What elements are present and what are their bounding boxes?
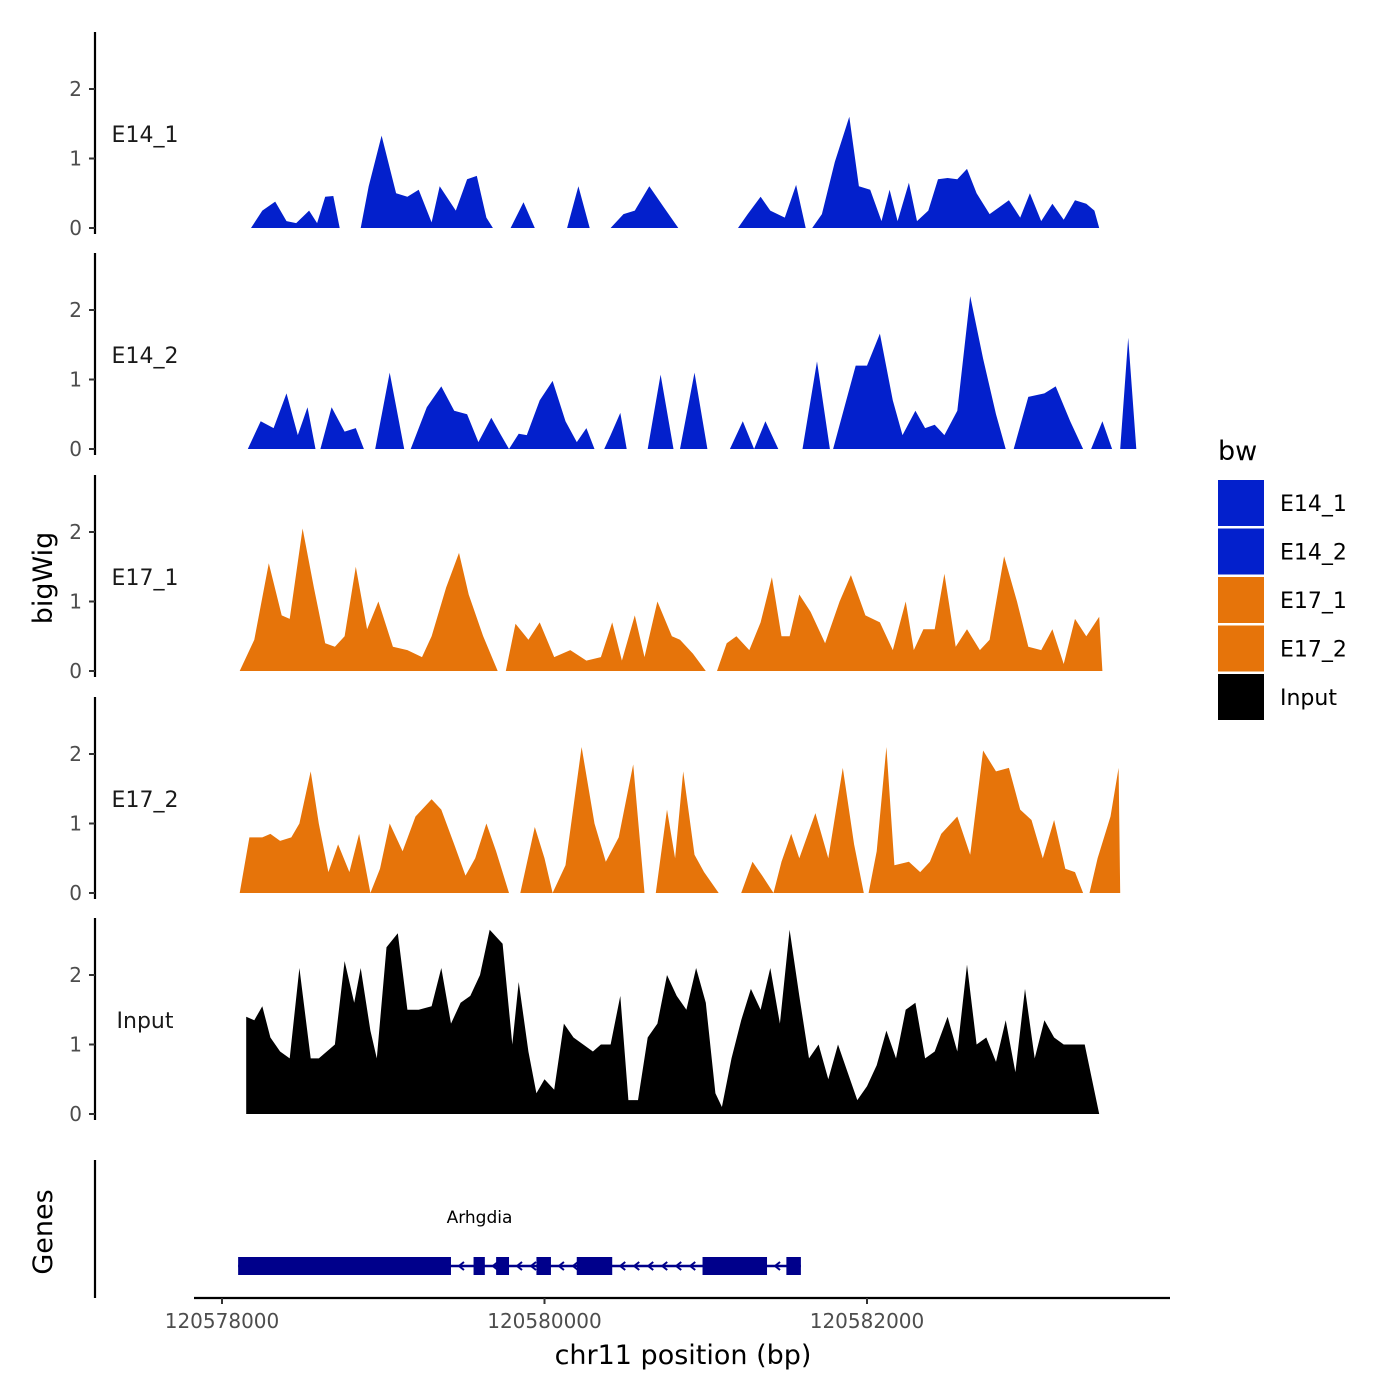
legend-label: E14_1 xyxy=(1280,492,1347,517)
y-tick-label: 1 xyxy=(69,1033,82,1057)
y-axis-title: bigWig xyxy=(28,532,59,625)
track-e14-1: 0 1 2 E14_1 xyxy=(69,32,1100,240)
y-tick-label: 0 xyxy=(69,659,82,683)
strand-arrow xyxy=(529,1261,537,1271)
strand-arrow xyxy=(632,1261,640,1271)
track-input: 0 1 2 Input xyxy=(69,918,1100,1126)
gene-exon xyxy=(496,1257,510,1275)
track-label: Input xyxy=(117,1009,174,1034)
legend-label: E17_1 xyxy=(1280,589,1347,614)
y-tick-label: 1 xyxy=(69,812,82,836)
x-axis: 120578000 120580000 120582000 xyxy=(165,1296,1170,1333)
legend-label: Input xyxy=(1280,686,1337,711)
gene-exon xyxy=(536,1257,551,1275)
y-tick-label: 1 xyxy=(69,147,82,171)
y-tick-label: 0 xyxy=(69,216,82,240)
gene-name-label: Arhgdia xyxy=(447,1208,513,1228)
coverage-area-e14-2 xyxy=(247,296,1137,449)
legend: bw E14_1 E14_2 E17_1 E17_2 Input xyxy=(1218,436,1347,720)
x-tick-label: 120580000 xyxy=(487,1309,602,1333)
x-axis-title: chr11 position (bp) xyxy=(555,1340,812,1371)
y-tick-label: 2 xyxy=(69,963,82,987)
legend-item-e17-2: E17_2 xyxy=(1218,625,1347,672)
legend-item-input: Input xyxy=(1218,674,1337,720)
legend-item-e17-1: E17_1 xyxy=(1218,577,1347,623)
track-label: E17_1 xyxy=(112,566,179,591)
track-e14-2: 0 1 2 E14_2 xyxy=(69,253,1137,461)
y-tick-label: 1 xyxy=(69,590,82,614)
legend-swatch xyxy=(1218,674,1264,720)
gene-exon xyxy=(576,1257,613,1275)
y-tick-label: 2 xyxy=(69,742,82,766)
legend-swatch xyxy=(1218,625,1264,672)
coverage-tracks: 0 1 2 E14_1 0 1 2 E14_2 0 1 2 E17_1 0 1 2 E17_2 0 1 2 Input xyxy=(69,32,1137,1126)
legend-swatch xyxy=(1218,577,1264,623)
y-tick-label: 0 xyxy=(69,1102,82,1126)
x-tick-label: 120578000 xyxy=(165,1309,280,1333)
coverage-area-input xyxy=(246,929,1100,1114)
strand-arrow xyxy=(515,1261,523,1271)
gene-exon xyxy=(786,1257,801,1275)
genes-axis-title: Genes xyxy=(28,1189,59,1274)
track-label: E14_2 xyxy=(112,344,179,369)
legend-swatch xyxy=(1218,480,1264,526)
strand-arrow xyxy=(457,1261,465,1271)
gene-exon xyxy=(473,1257,485,1275)
strand-arrow xyxy=(557,1261,565,1271)
strand-arrow xyxy=(646,1261,654,1271)
y-tick-label: 0 xyxy=(69,881,82,905)
coverage-area-e17-2 xyxy=(239,747,1121,893)
y-tick-label: 1 xyxy=(69,368,82,392)
gene-exon xyxy=(702,1257,768,1275)
y-tick-label: 2 xyxy=(69,520,82,544)
legend-title: bw xyxy=(1218,436,1257,467)
x-tick-label: 120582000 xyxy=(810,1309,925,1333)
legend-label: E14_2 xyxy=(1280,541,1347,566)
track-e17-2: 0 1 2 E17_2 xyxy=(69,697,1121,905)
legend-label: E17_2 xyxy=(1280,638,1347,663)
coverage-area-e14-1 xyxy=(251,116,1100,228)
track-label: E17_2 xyxy=(112,788,179,813)
legend-item-e14-2: E14_2 xyxy=(1218,528,1347,575)
strand-arrow xyxy=(688,1261,696,1271)
strand-arrow xyxy=(660,1261,668,1271)
strand-arrow xyxy=(618,1261,626,1271)
y-tick-label: 2 xyxy=(69,77,82,101)
gene-track: Arhgdia xyxy=(93,1160,801,1298)
track-label: E14_1 xyxy=(112,123,179,148)
strand-arrow xyxy=(571,1261,579,1271)
legend-item-e14-1: E14_1 xyxy=(1218,480,1347,526)
y-tick-label: 0 xyxy=(69,437,82,461)
strand-arrow xyxy=(674,1261,682,1271)
y-tick-label: 2 xyxy=(69,298,82,322)
gene-exon xyxy=(238,1257,451,1275)
coverage-area-e17-1 xyxy=(239,528,1103,671)
strand-arrow xyxy=(773,1261,781,1271)
legend-swatch xyxy=(1218,528,1264,575)
track-e17-1: 0 1 2 E17_1 xyxy=(69,475,1103,683)
